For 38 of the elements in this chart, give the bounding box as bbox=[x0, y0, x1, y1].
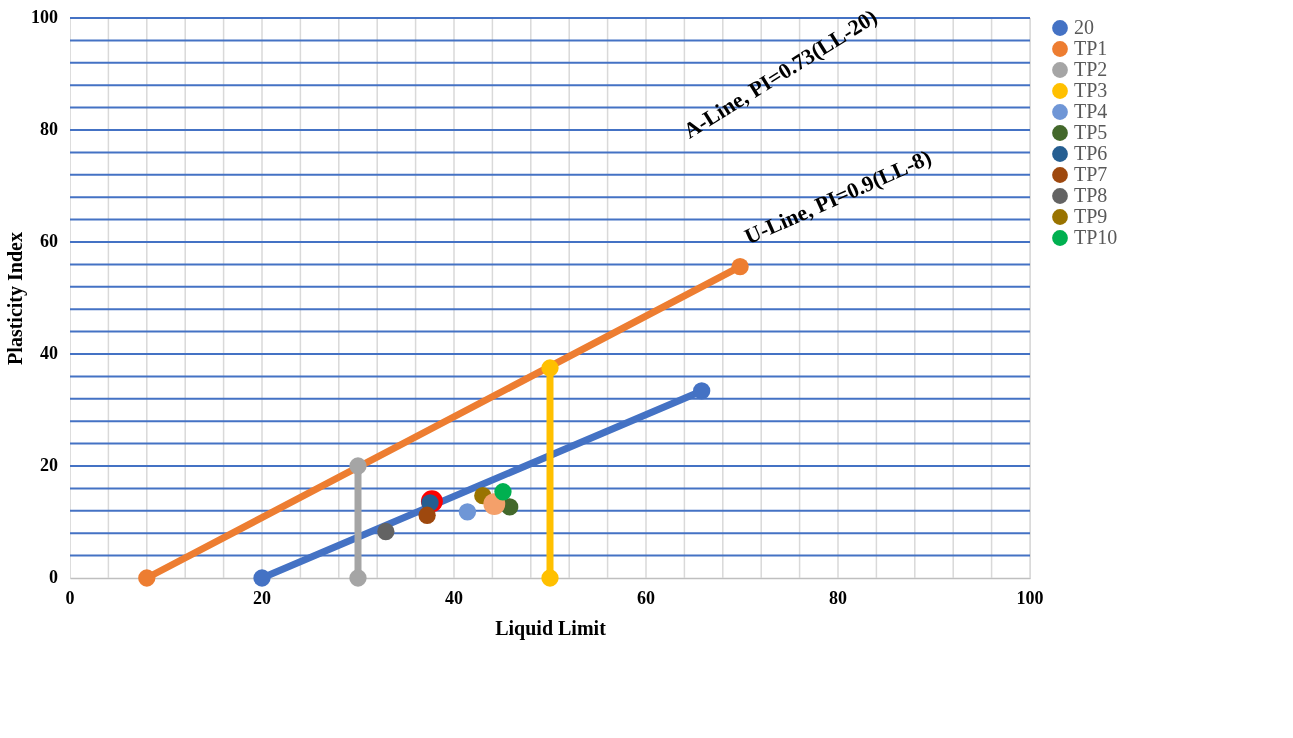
point bbox=[349, 569, 367, 587]
legend-label: TP6 bbox=[1074, 142, 1108, 164]
legend-label: TP1 bbox=[1074, 37, 1108, 59]
legend-label: TP9 bbox=[1074, 205, 1108, 227]
x-tick-label: 80 bbox=[829, 588, 847, 608]
point bbox=[253, 569, 271, 587]
point bbox=[731, 258, 749, 276]
x-tick-label: 0 bbox=[65, 588, 75, 608]
point bbox=[494, 483, 512, 501]
point bbox=[377, 522, 395, 541]
point bbox=[483, 493, 506, 516]
legend-label: TP2 bbox=[1074, 58, 1108, 80]
x-axis-title: Liquid Limit bbox=[495, 616, 607, 640]
point bbox=[138, 569, 156, 587]
legend-label: TP4 bbox=[1074, 100, 1108, 122]
legend-label: TP10 bbox=[1074, 226, 1118, 248]
legend-label: TP8 bbox=[1074, 184, 1108, 206]
point bbox=[693, 382, 711, 400]
x-tick-label: 60 bbox=[637, 588, 655, 608]
legend-label: TP5 bbox=[1074, 121, 1108, 143]
legend-label: TP3 bbox=[1074, 79, 1108, 101]
y-axis-title: Plasticity Index bbox=[3, 232, 27, 365]
x-tick-label: 40 bbox=[445, 588, 463, 608]
point bbox=[458, 503, 477, 521]
y-tick-label: 20 bbox=[40, 455, 58, 475]
legend-label: TP7 bbox=[1074, 163, 1108, 185]
point bbox=[541, 569, 559, 587]
y-tick-label: 80 bbox=[40, 119, 58, 139]
x-tick-label: 20 bbox=[253, 588, 271, 608]
point bbox=[541, 359, 559, 377]
x-tick-label: 100 bbox=[1016, 588, 1044, 608]
y-tick-label: 0 bbox=[49, 567, 58, 587]
y-tick-label: 60 bbox=[40, 231, 58, 251]
point bbox=[349, 457, 367, 475]
point bbox=[418, 506, 436, 524]
y-tick-label: 40 bbox=[40, 343, 58, 363]
y-tick-label: 100 bbox=[31, 7, 58, 27]
legend-label: 20 bbox=[1074, 16, 1094, 38]
